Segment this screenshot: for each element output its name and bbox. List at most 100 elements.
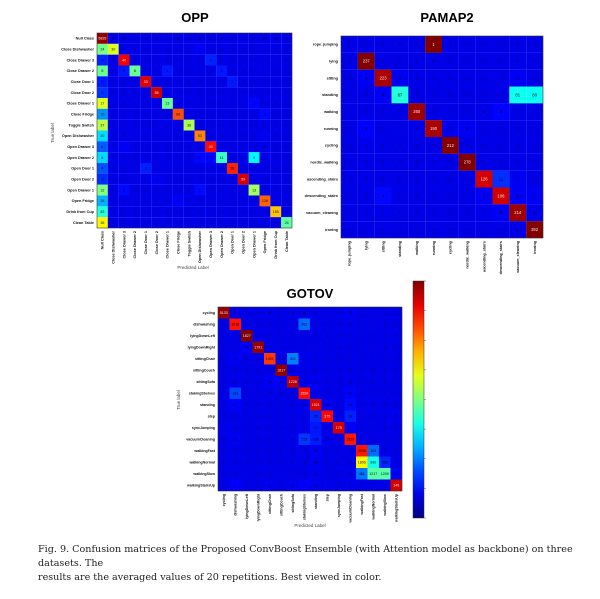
cell-value-label: 0	[500, 160, 503, 165]
heatmap-cell	[425, 120, 443, 138]
heatmap-cell	[310, 387, 322, 400]
cell-value-label: 4	[303, 484, 305, 488]
cell-value-label: 1	[517, 227, 520, 232]
cell-value-label: 0	[349, 449, 351, 453]
cell-value-label: 0	[286, 102, 288, 106]
heatmap-cell	[281, 130, 293, 142]
heatmap-cell	[344, 387, 357, 400]
heatmap-cell	[357, 204, 375, 222]
cell-value-label: 0	[348, 143, 351, 148]
heatmap-cell	[237, 54, 249, 66]
cell-value-label: 4	[500, 210, 503, 215]
cell-value-label: 0	[210, 91, 212, 95]
heatmap-cell	[287, 341, 299, 354]
heatmap-cell	[367, 456, 380, 469]
cell-value-label: 1	[123, 145, 125, 149]
y-tick-label: step	[208, 415, 216, 419]
y-tick-label: vacuumCleaning	[186, 438, 215, 442]
cell-value-label: 40	[209, 145, 213, 149]
cell-value-label: 1	[280, 403, 282, 407]
cell-value-label: 1	[221, 69, 223, 73]
heatmap-cell	[194, 43, 206, 55]
heatmap-cell	[216, 65, 228, 77]
heatmap-cell	[118, 141, 130, 153]
heatmap-cell	[391, 52, 409, 70]
heatmap-cell	[333, 433, 345, 446]
cell-value-label: 0	[372, 346, 374, 350]
heatmap-cell	[140, 87, 152, 99]
cell-value-label: 0	[188, 134, 190, 138]
heatmap-cell	[367, 445, 380, 457]
cell-value-label: 13	[122, 37, 126, 41]
cell-value-label: 0	[384, 426, 386, 430]
cell-value-label: 0	[264, 178, 266, 182]
cell-value-label: 45	[233, 403, 237, 407]
heatmap-cell	[281, 206, 293, 218]
heatmap-cell	[374, 69, 392, 87]
cell-value-label: 4	[395, 415, 397, 419]
cell-value-label: 0	[264, 188, 266, 192]
cell-value-label: 0	[286, 123, 288, 127]
cell-value-label: 4	[292, 323, 294, 327]
heatmap-cell	[374, 120, 392, 138]
heatmap-cell	[205, 33, 217, 44]
heatmap-cell	[357, 86, 375, 104]
heatmap-cell	[379, 318, 391, 331]
heatmap-cell	[281, 65, 293, 77]
cell-value-label: 10	[314, 426, 318, 430]
heatmap-cell	[218, 445, 230, 457]
cell-value-label: 0	[361, 369, 363, 373]
cell-value-label: 0	[257, 311, 259, 315]
heatmap-cell	[356, 479, 368, 492]
heatmap-cell	[425, 221, 443, 239]
cell-value-label: 375	[324, 415, 330, 419]
heatmap-cell	[229, 399, 242, 411]
heatmap-cell	[229, 353, 242, 365]
heatmap-cell	[216, 33, 228, 44]
cell-value-label: 1	[384, 415, 386, 419]
heatmap-cell	[321, 422, 334, 434]
heatmap-cell	[107, 33, 119, 44]
cell-value-label: 0	[231, 178, 233, 182]
cell-value-label: 5	[112, 37, 114, 41]
heatmap-cell	[287, 318, 299, 331]
y-tick-label: dishwashing	[193, 323, 215, 327]
cell-value-label: 1	[395, 357, 397, 361]
cell-value-label: 0	[432, 109, 435, 114]
cell-value-label: 0	[500, 59, 503, 64]
cell-value-label: 0	[177, 156, 179, 160]
cell-value-label: 11	[499, 177, 504, 182]
x-tick-label: cycling	[222, 494, 226, 506]
heatmap-frame	[217, 306, 403, 492]
heatmap-cell	[107, 43, 119, 55]
heatmap-cell	[216, 163, 228, 174]
heatmap-cell	[390, 456, 403, 469]
heatmap-cell	[259, 195, 271, 207]
heatmap-cell	[509, 36, 527, 53]
y-tick-label: sitting	[327, 76, 339, 80]
cell-value-label: 0	[432, 76, 435, 81]
heatmap-frame	[340, 35, 544, 239]
cell-value-label: 0	[257, 323, 259, 327]
heatmap-cell	[298, 399, 311, 411]
heatmap-cell	[218, 318, 230, 331]
cell-value-label: 2	[231, 80, 233, 84]
heatmap-cell	[205, 184, 217, 196]
x-tick-label: Null Class	[101, 231, 105, 249]
cell-value-label: 0	[365, 92, 368, 97]
cell-value-label: 3	[280, 357, 282, 361]
heatmap-cell	[162, 184, 173, 196]
heatmap-cell	[151, 141, 163, 153]
heatmap-cell	[442, 204, 459, 222]
heatmap-cell	[194, 195, 206, 207]
heatmap-cell	[270, 184, 282, 196]
x-tick-label: step	[326, 493, 330, 501]
heatmap-cell	[356, 445, 368, 457]
x-tick-label: Open Drawer 2	[220, 231, 224, 258]
heatmap-cell	[194, 217, 206, 229]
heatmap-cell	[310, 422, 322, 434]
heatmap-cell	[118, 163, 130, 174]
cell-value-label: 0	[123, 156, 125, 160]
